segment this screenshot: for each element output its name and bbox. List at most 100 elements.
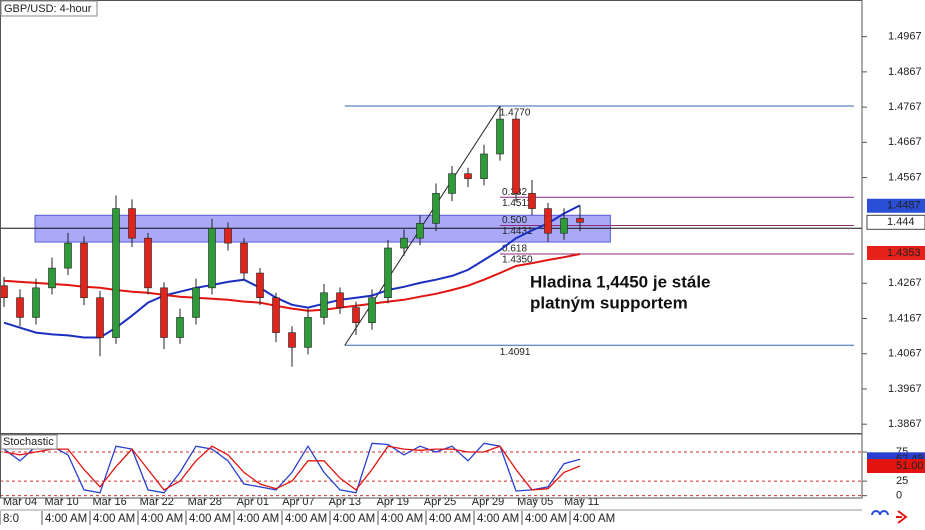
candle-body [368, 297, 376, 324]
x-tick-label: Apr 07 [282, 496, 314, 508]
candle-body [400, 237, 408, 249]
x-tick-label: Mar 22 [140, 496, 174, 508]
y-tick-label: 1.4567 [888, 171, 922, 183]
link-icon[interactable] [871, 510, 889, 516]
candle-body [96, 297, 104, 338]
time-tick-label: 4:00 AM [429, 513, 471, 525]
candle-body [480, 153, 488, 179]
y-tick-label: 1.3867 [888, 418, 922, 430]
stoch-title-box [0, 434, 58, 450]
fib-price: 1.4091 [500, 347, 531, 358]
time-tick-label: 4:00 AM [141, 513, 183, 525]
candle-body [176, 317, 184, 338]
stoch-line [3, 442, 581, 494]
annotation: Hladina 1,4450 je stále [530, 272, 711, 291]
value-tag-label: 51.00 [896, 460, 924, 472]
fib-price: 1.4511 [502, 198, 532, 209]
x-tick-label: Apr 29 [472, 496, 504, 508]
price-tag-label: 1.444 [887, 216, 915, 228]
candle-body [208, 228, 216, 289]
candle-body [496, 118, 504, 155]
x-tick-label: May 05 [517, 496, 553, 508]
y-tick-label: 1.4067 [888, 348, 922, 360]
time-tick-label: 4:00 AM [525, 513, 567, 525]
price-tag [867, 245, 925, 260]
candle-body [240, 242, 248, 274]
chart-title: GBP/USD: 4-hour [4, 3, 92, 15]
candle-body [16, 297, 24, 318]
candle-body [560, 218, 568, 234]
x-tick-label: Mar 10 [44, 496, 78, 508]
candle-body [224, 228, 232, 244]
y-tick-label: 1.4167 [888, 312, 922, 324]
title-box [0, 0, 98, 17]
x-tick-label: Mar 28 [188, 496, 222, 508]
fib-price: 1.4431 [502, 226, 533, 237]
candle-body [272, 297, 280, 333]
time-tick-label: 4:00 AM [285, 513, 327, 525]
fib-price: 1.4350 [502, 255, 533, 266]
time-tick-label: 4:00 AM [189, 513, 231, 525]
moving-average [3, 253, 581, 312]
candle-body [112, 208, 120, 338]
time-tick-label: 4:00 AM [93, 513, 135, 525]
toolbar-icons[interactable] [871, 510, 908, 524]
x-tick-label: Apr 01 [237, 496, 269, 508]
stoch-panel-border [0, 433, 863, 499]
time-tick-label: 4:00 AM [477, 513, 519, 525]
price-tag-label: 1.4487 [887, 200, 921, 212]
candle-body [464, 173, 472, 179]
time-tick-label: 4:00 AM [573, 513, 615, 525]
time-tick-label: 8:0 [3, 513, 19, 525]
candle-body [304, 317, 312, 348]
time-tick-label: 4:00 AM [237, 513, 279, 525]
y-tick-label: 1.3967 [888, 383, 922, 395]
time-tick-label: 4:00 AM [45, 513, 87, 525]
x-tick-label: May 11 [564, 496, 599, 508]
candle-body [144, 237, 152, 289]
x-tick-label: Apr 13 [329, 496, 361, 508]
x-tick-label: Mar 04 [3, 496, 37, 508]
annotation: platným supportem [530, 293, 688, 312]
candle-body [320, 292, 328, 318]
fib-price: 1.4770 [500, 108, 531, 119]
y-tick-label: 25 [896, 475, 908, 487]
x-tick-label: Apr 25 [424, 496, 456, 508]
y-tick-label: 0 [896, 490, 902, 502]
candle-body [432, 193, 440, 224]
arrow-icon[interactable] [896, 510, 908, 524]
candle-body [576, 218, 584, 223]
candle-body [384, 247, 392, 299]
candle-body [544, 208, 552, 234]
mark-layer: 1.47700.3821.45110.5001.44310.6181.43501… [0, 31, 925, 525]
candle-body [0, 285, 8, 299]
fib-ratio: 0.500 [502, 215, 527, 226]
value-tag [867, 459, 925, 473]
stoch-title: Stochastic [3, 436, 54, 448]
x-tick-label: Apr 19 [377, 496, 409, 508]
candle-body [528, 193, 536, 209]
candle-body [32, 287, 40, 318]
y-tick-label: 1.4967 [888, 31, 922, 43]
stoch-line [3, 445, 581, 491]
y-tick-label: 1.4867 [888, 66, 922, 78]
candle-body [48, 267, 56, 289]
price-tag [866, 214, 925, 230]
price-tag-label: 1.4353 [887, 247, 921, 259]
time-tick-label: 4:00 AM [381, 513, 423, 525]
y-tick-label: 1.4667 [888, 136, 922, 148]
x-tick-label: Mar 16 [92, 496, 126, 508]
candle-body [64, 242, 72, 269]
candle-body [80, 242, 88, 299]
price-tag [867, 198, 925, 213]
fib-ratio: 0.618 [502, 244, 527, 255]
candle-body [352, 307, 360, 324]
time-tick-label: 4:00 AM [333, 513, 375, 525]
candle-body [288, 332, 296, 348]
candle-body [128, 208, 136, 239]
candle-body [256, 272, 264, 299]
candle-body [336, 292, 344, 308]
candle-body [512, 118, 520, 194]
